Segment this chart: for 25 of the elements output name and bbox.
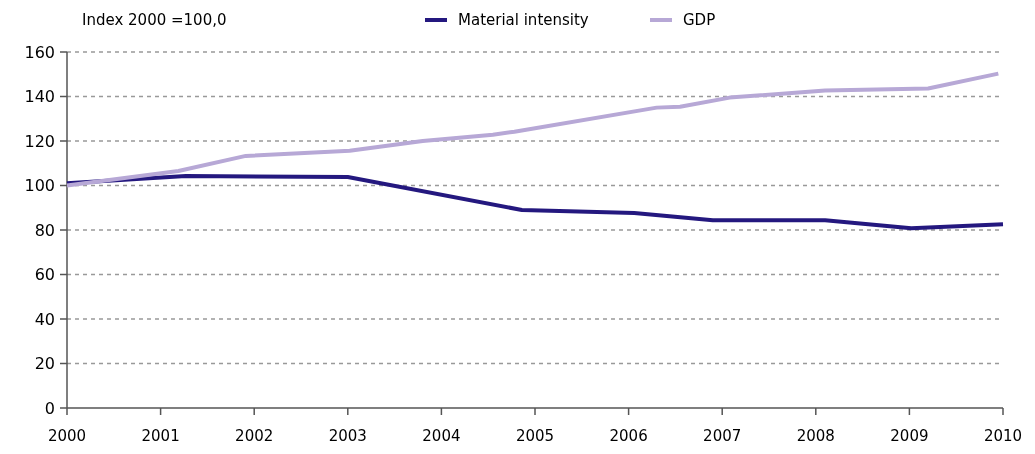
x-tick-label: 2001 (141, 427, 180, 445)
legend-label: GDP (683, 11, 716, 30)
x-tick-label: 2006 (609, 427, 648, 445)
y-axis-title: Index 2000 =100,0 (82, 11, 227, 29)
y-tick-label: 100 (24, 176, 55, 196)
y-tick-label: 160 (24, 42, 55, 62)
x-tick-label: 2007 (703, 427, 742, 445)
y-tick-label: 60 (34, 265, 55, 285)
y-tick-label: 20 (34, 354, 55, 374)
line-series (65, 173, 1005, 231)
line-series (65, 71, 1001, 188)
x-tick-label: 2010 (983, 427, 1023, 445)
x-tick-label: 2009 (890, 427, 929, 445)
y-tick-label: 120 (24, 131, 55, 151)
x-tick-label: 2005 (515, 427, 555, 445)
y-tick-label: 40 (34, 309, 55, 329)
y-tick-label: 80 (34, 220, 55, 240)
x-tick-label: 2003 (328, 427, 367, 445)
y-tick-label: 0 (44, 398, 55, 418)
x-tick-label: 2008 (796, 427, 835, 445)
legend-label: Material intensity (458, 11, 589, 30)
x-tick-label: 2000 (47, 427, 87, 445)
x-tick-label: 2004 (422, 427, 461, 445)
y-tick-label: 140 (24, 87, 55, 107)
x-tick-label: 2002 (235, 427, 274, 445)
